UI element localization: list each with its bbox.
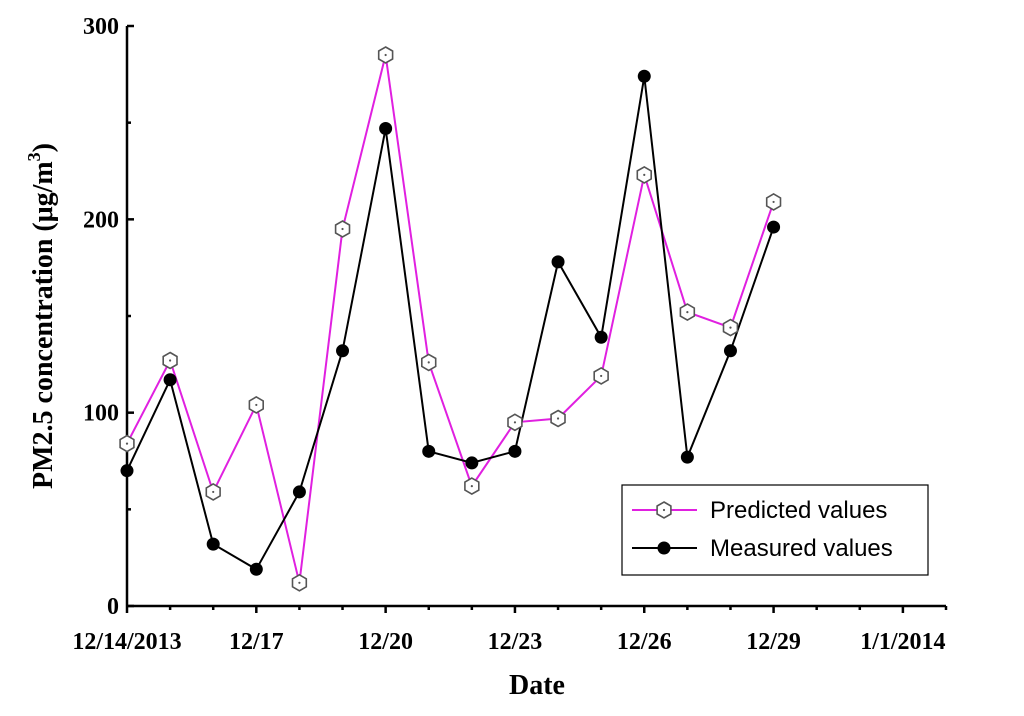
legend-label: Measured values <box>710 535 893 562</box>
y-tick-label: 300 <box>83 14 119 40</box>
data-point <box>551 255 565 269</box>
data-point <box>292 485 306 499</box>
data-point-center <box>341 227 344 231</box>
legend-marker-center <box>662 508 666 512</box>
data-point-center <box>255 403 258 407</box>
y-tick-label: 100 <box>83 401 119 427</box>
series-line <box>126 76 775 571</box>
series-line <box>126 54 775 584</box>
data-point-center <box>729 326 732 329</box>
data-point-center <box>125 442 129 445</box>
x-tick-label: 12/20 <box>358 629 413 655</box>
x-tick-label: 12/29 <box>746 629 801 655</box>
legend-marker <box>657 541 671 555</box>
data-point-center <box>772 200 775 204</box>
data-point-center <box>298 581 301 584</box>
data-point <box>465 456 479 470</box>
data-point <box>508 444 522 458</box>
data-point <box>206 537 220 551</box>
data-point-center <box>169 359 172 362</box>
data-point <box>163 373 177 387</box>
x-tick-label: 1/1/2014 <box>860 629 945 655</box>
data-point <box>680 450 694 464</box>
data-point <box>422 444 436 458</box>
legend-box <box>621 484 929 576</box>
data-point-center <box>427 361 430 364</box>
data-point <box>723 344 737 358</box>
series-measured-values <box>126 76 775 571</box>
data-point <box>379 121 393 135</box>
legend: Predicted values Measured values <box>621 484 929 576</box>
data-point <box>767 220 781 234</box>
data-point <box>249 562 263 576</box>
x-tick-label: 12/23 <box>488 629 543 655</box>
x-tick-label: 12/17 <box>229 629 284 655</box>
y-axis-title-main: PM2.5 concentration (μg/m <box>28 161 59 489</box>
data-point-center <box>513 421 517 424</box>
data-point-center <box>600 374 603 378</box>
data-point-center <box>686 311 689 314</box>
y-axis-title-superscript: 3 <box>24 152 44 161</box>
y-tick-label: 200 <box>83 207 119 233</box>
x-axis-title: Date <box>509 670 565 701</box>
data-point <box>120 464 134 478</box>
data-point <box>637 69 651 83</box>
data-point <box>594 330 608 344</box>
data-point-center <box>212 490 215 494</box>
series-layer <box>119 46 782 592</box>
data-point-center <box>384 53 387 57</box>
y-tick-label: 0 <box>107 594 119 620</box>
data-point-center <box>556 417 560 420</box>
series-markers-measured-values <box>120 69 781 576</box>
y-axis-title: PM2.5 concentration (μg/m3) <box>24 143 59 489</box>
y-axis-title-close: ) <box>28 143 59 152</box>
series-markers-predicted-values <box>119 46 782 592</box>
x-tick-label: 12/26 <box>617 629 672 655</box>
x-tick-label: 12/14/2013 <box>72 629 181 655</box>
data-point <box>336 344 350 358</box>
data-point-center <box>643 173 646 176</box>
axes: 0 100 200 300 12/14/2013 12/17 12/20 12/23 12/26… <box>72 14 948 655</box>
data-point-center <box>470 485 473 488</box>
series-predicted-values <box>126 54 775 584</box>
legend-label: Predicted values <box>710 497 887 524</box>
